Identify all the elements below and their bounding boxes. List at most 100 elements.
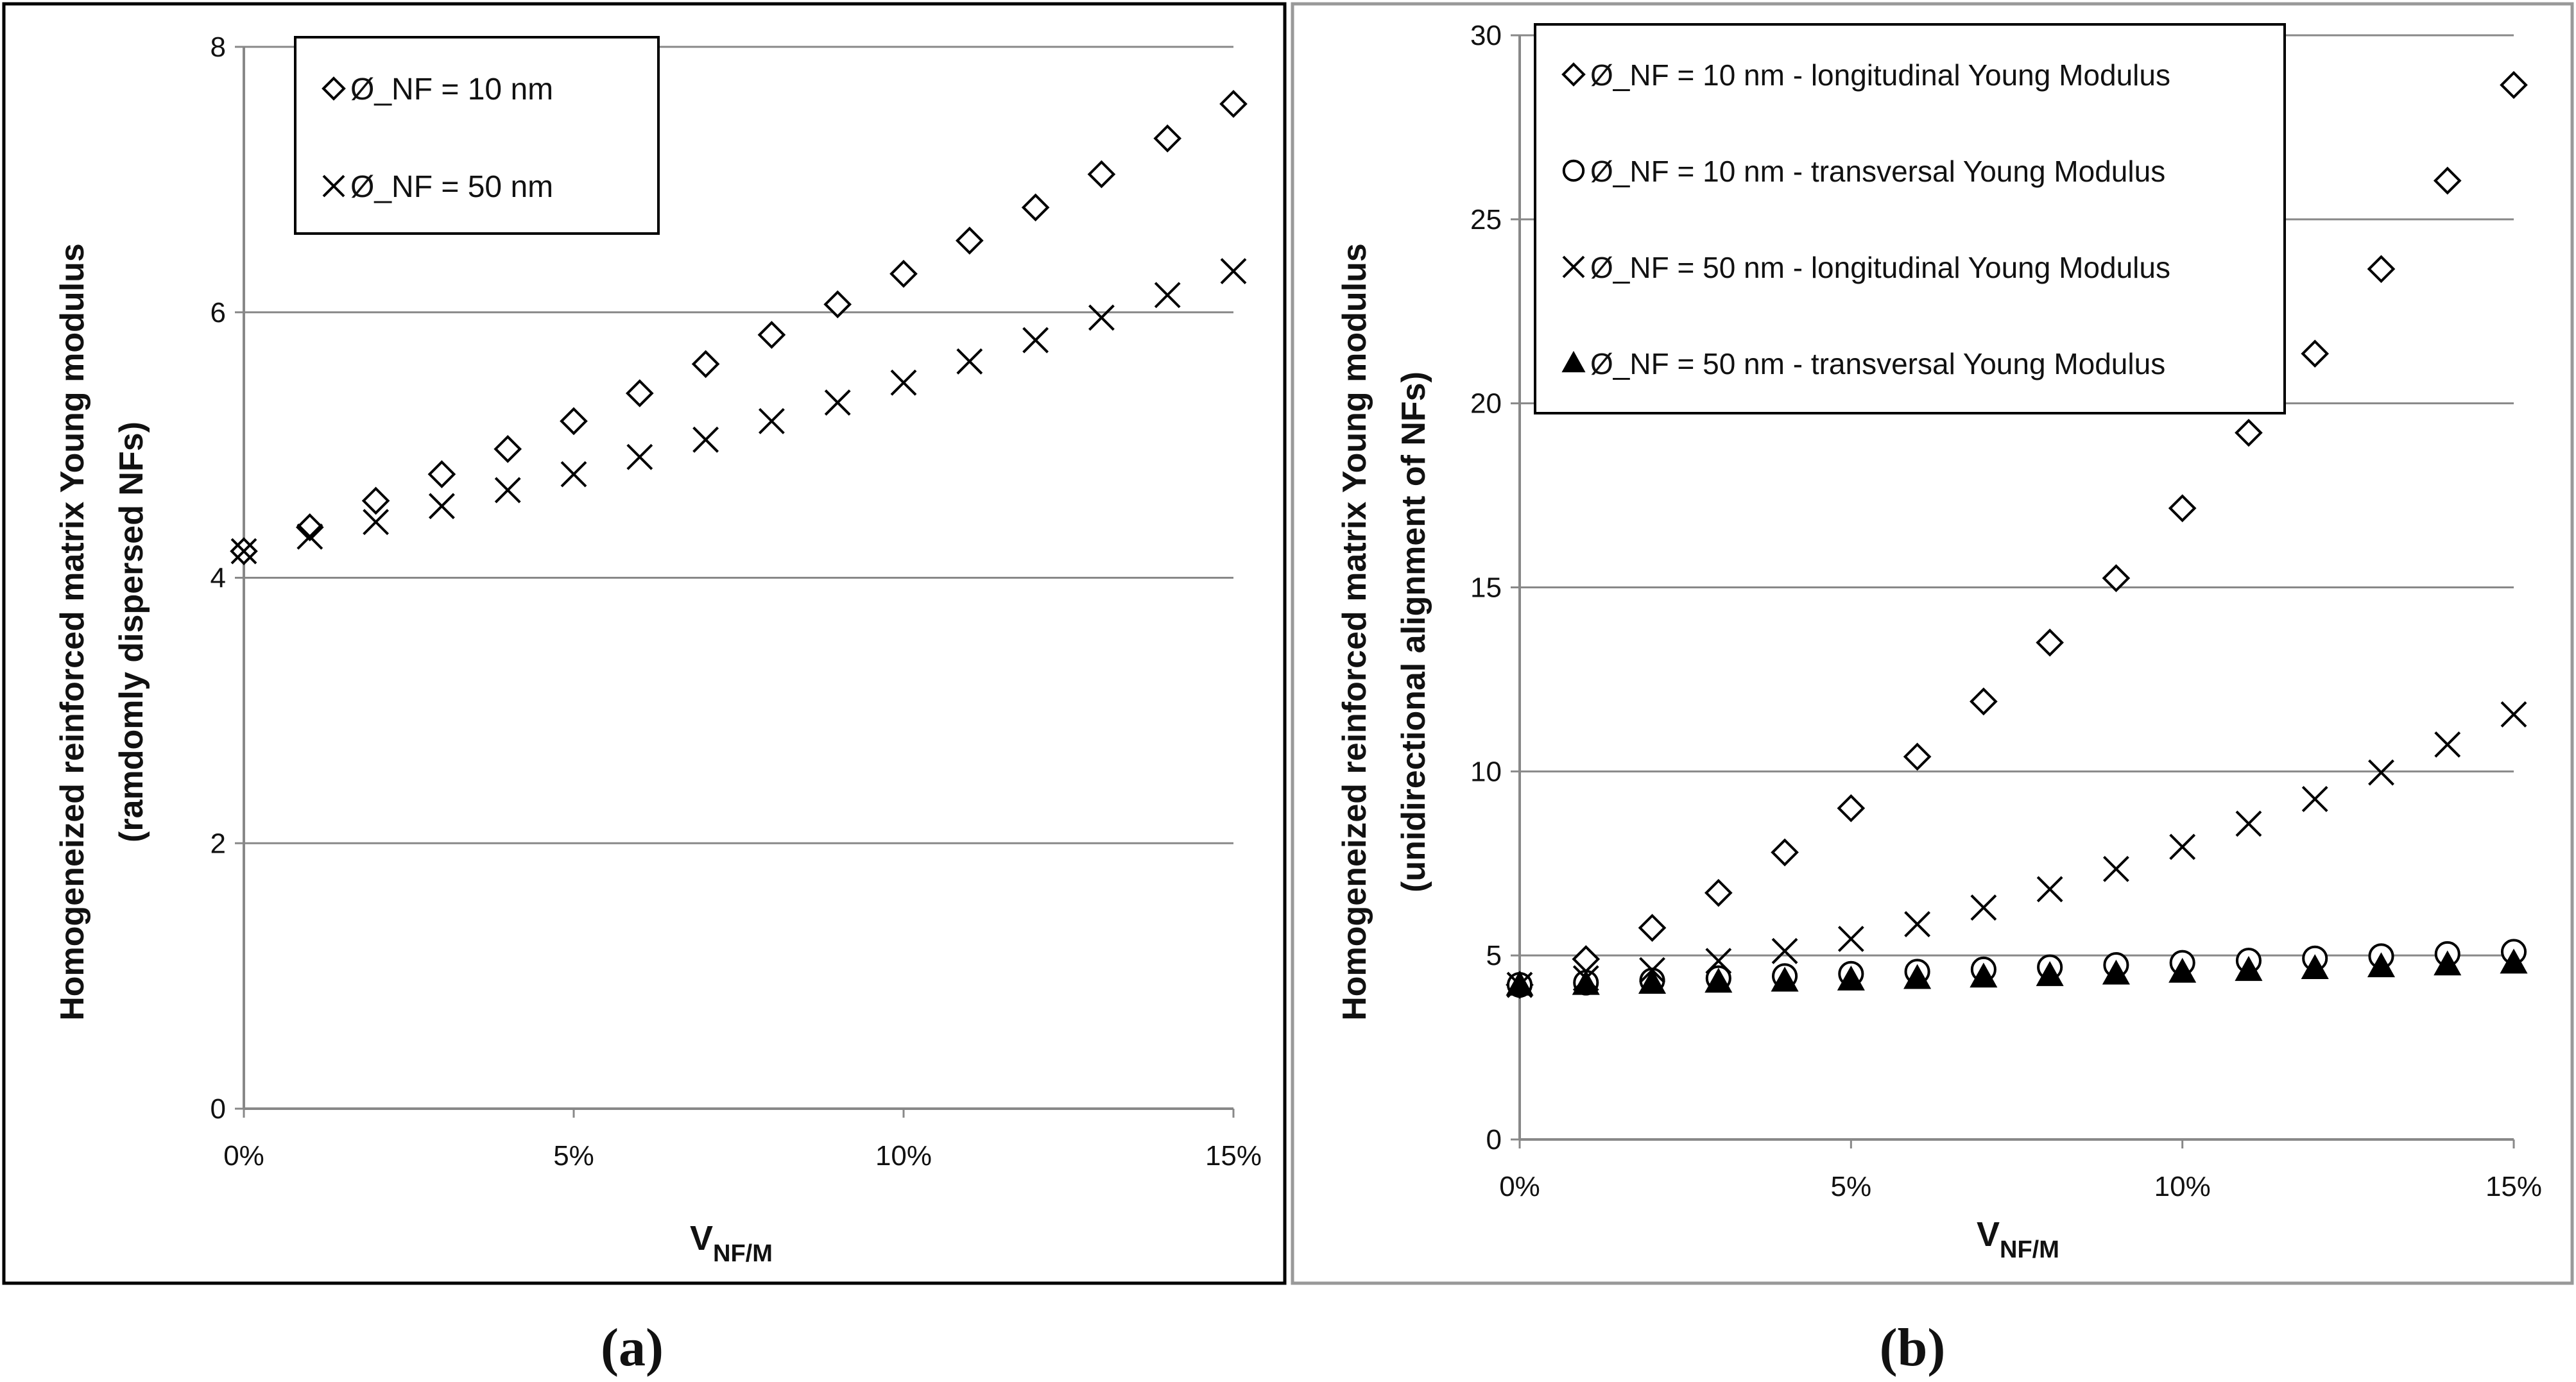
panel-a-y-label-line1: Homogeneized reinforced matrix Young mod…	[54, 243, 91, 1021]
data-point-x	[230, 538, 257, 565]
data-point-diamond	[2433, 166, 2462, 195]
y-tick-label: 0	[1486, 1124, 1502, 1156]
data-point-diamond	[560, 407, 588, 436]
y-tick-label: 8	[210, 31, 226, 63]
x-tick-label: 5%	[553, 1140, 594, 1172]
data-point-diamond	[1638, 914, 1667, 942]
panel-b-x-label-main: V	[1977, 1215, 2000, 1254]
panel-a-tick-labels: 0 2 4 6 8 0% 5% 10% 15%	[210, 31, 1262, 1172]
y-tick-label: 6	[210, 297, 226, 328]
data-point-triangle	[1572, 969, 1600, 995]
panel-b-tick-labels: 0 5 10 15 20 25 30 0% 5% 10% 15%	[1470, 20, 2542, 1202]
data-point-x	[758, 407, 785, 434]
data-point-x	[1220, 258, 1247, 285]
data-point-diamond	[494, 435, 522, 463]
x-tick-label: 0%	[223, 1140, 264, 1172]
data-point-diamond	[1837, 794, 1866, 823]
data-point-triangle	[1837, 965, 1865, 991]
legend-item: Ø_NF = 10 nm	[322, 73, 553, 107]
data-point-diamond	[757, 321, 786, 349]
data-point-x	[692, 426, 719, 453]
panel-a-legend: Ø_NF = 10 nm Ø_NF = 50 nm	[294, 36, 660, 235]
data-point-diamond	[823, 290, 852, 319]
data-point-x	[1022, 327, 1049, 354]
series-x	[230, 258, 1247, 565]
data-point-x	[560, 461, 587, 488]
data-point-x	[2169, 833, 2196, 860]
data-point-x	[296, 523, 323, 550]
data-point-diamond	[361, 486, 390, 515]
data-point-diamond	[625, 379, 654, 407]
data-point-triangle	[1638, 969, 1667, 994]
data-point-x	[2368, 759, 2394, 786]
data-point-diamond	[1219, 90, 1248, 118]
data-point-diamond	[427, 460, 456, 488]
panel-b-y-label-line2: (unidirectional alignment of NFs)	[1395, 371, 1432, 892]
y-tick-label: 25	[1470, 204, 1502, 235]
panel-a-x-label-main: V	[690, 1219, 713, 1258]
data-point-x	[626, 443, 653, 470]
data-point-x	[363, 509, 390, 536]
legend-label: Ø_NF = 50 nm - longitudinal Young Modulu…	[1590, 251, 2170, 284]
data-point-x	[956, 348, 983, 375]
data-point-triangle	[2301, 954, 2329, 979]
series-x	[1506, 701, 2527, 998]
legend-item: Ø_NF = 50 nm - transversal Young Modulus	[1561, 347, 2165, 380]
data-point-x	[824, 389, 851, 416]
data-point-x	[428, 493, 455, 520]
data-point-diamond	[2367, 255, 2396, 284]
data-point-x	[1705, 948, 1732, 975]
data-point-x	[1154, 282, 1181, 309]
data-point-x	[2434, 731, 2461, 758]
data-point-x	[2102, 855, 2129, 882]
x-tick-label: 10%	[875, 1140, 932, 1172]
x-tick-label: 5%	[1831, 1171, 1872, 1202]
data-point-triangle	[1970, 962, 1998, 988]
legend-marker-x	[1562, 255, 1585, 278]
y-tick-label: 2	[210, 828, 226, 859]
legend-marker-circle	[1562, 159, 1585, 182]
data-point-triangle	[1771, 966, 1799, 992]
data-point-diamond	[295, 513, 324, 542]
panel-b-border	[1291, 2, 2574, 1285]
data-point-triangle	[1903, 964, 1932, 989]
x-tick-label: 15%	[2486, 1171, 2542, 1202]
data-point-x	[494, 477, 521, 504]
panel-a-y-label-line2: (ramdomly dispersed NFs)	[113, 422, 150, 842]
legend-label: Ø_NF = 50 nm - transversal Young Modulus	[1590, 347, 2165, 380]
data-point-x	[1970, 894, 1997, 921]
data-point-x	[2036, 876, 2063, 903]
legend-marker-triangle	[1561, 350, 1586, 373]
legend-marker-diamond	[322, 76, 346, 101]
data-point-triangle	[2102, 959, 2130, 985]
panel-b-caption: (b)	[1880, 1318, 1946, 1378]
x-tick-label: 15%	[1205, 1140, 1262, 1172]
legend-marker-x	[322, 175, 345, 198]
panel-a-x-label-sub: NF/M	[713, 1240, 773, 1267]
panel-b-x-label-sub: NF/M	[2000, 1236, 2059, 1263]
data-point-diamond	[2301, 339, 2330, 368]
data-point-x	[1837, 925, 1864, 952]
legend-item: Ø_NF = 10 nm - longitudinal Young Modulu…	[1561, 58, 2170, 92]
panel-b-x-label: VNF/M	[1977, 1215, 2059, 1263]
data-point-x	[890, 369, 917, 396]
data-point-x	[1771, 937, 1798, 964]
legend-item: Ø_NF = 10 nm - transversal Young Modulus	[1562, 155, 2165, 188]
data-point-x	[2301, 785, 2328, 812]
data-point-x	[1904, 910, 1931, 937]
data-point-diamond	[1704, 878, 1733, 907]
panel-a-legend-box	[294, 36, 660, 235]
panel-b: 0 5 10 15 20 25 30 0% 5% 10% 15% Homogeneized rein…	[1291, 2, 2574, 1285]
data-point-diamond	[2500, 71, 2528, 99]
panel-a-gridlines	[235, 46, 1235, 1118]
panel-a-caption: (a)	[601, 1318, 664, 1378]
legend-label: Ø_NF = 10 nm	[350, 73, 553, 107]
legend-item: Ø_NF = 50 nm - longitudinal Young Modulu…	[1562, 251, 2170, 284]
panel-b-y-label-line1: Homogeneized reinforced matrix Young mod…	[1336, 243, 1373, 1021]
data-point-x	[2235, 810, 2262, 837]
panel-b-legend-box	[1534, 23, 2286, 414]
data-point-x	[1088, 304, 1115, 331]
panel-a-x-label: VNF/M	[690, 1219, 773, 1267]
data-point-diamond	[1572, 945, 1601, 973]
y-tick-label: 0	[210, 1093, 226, 1125]
